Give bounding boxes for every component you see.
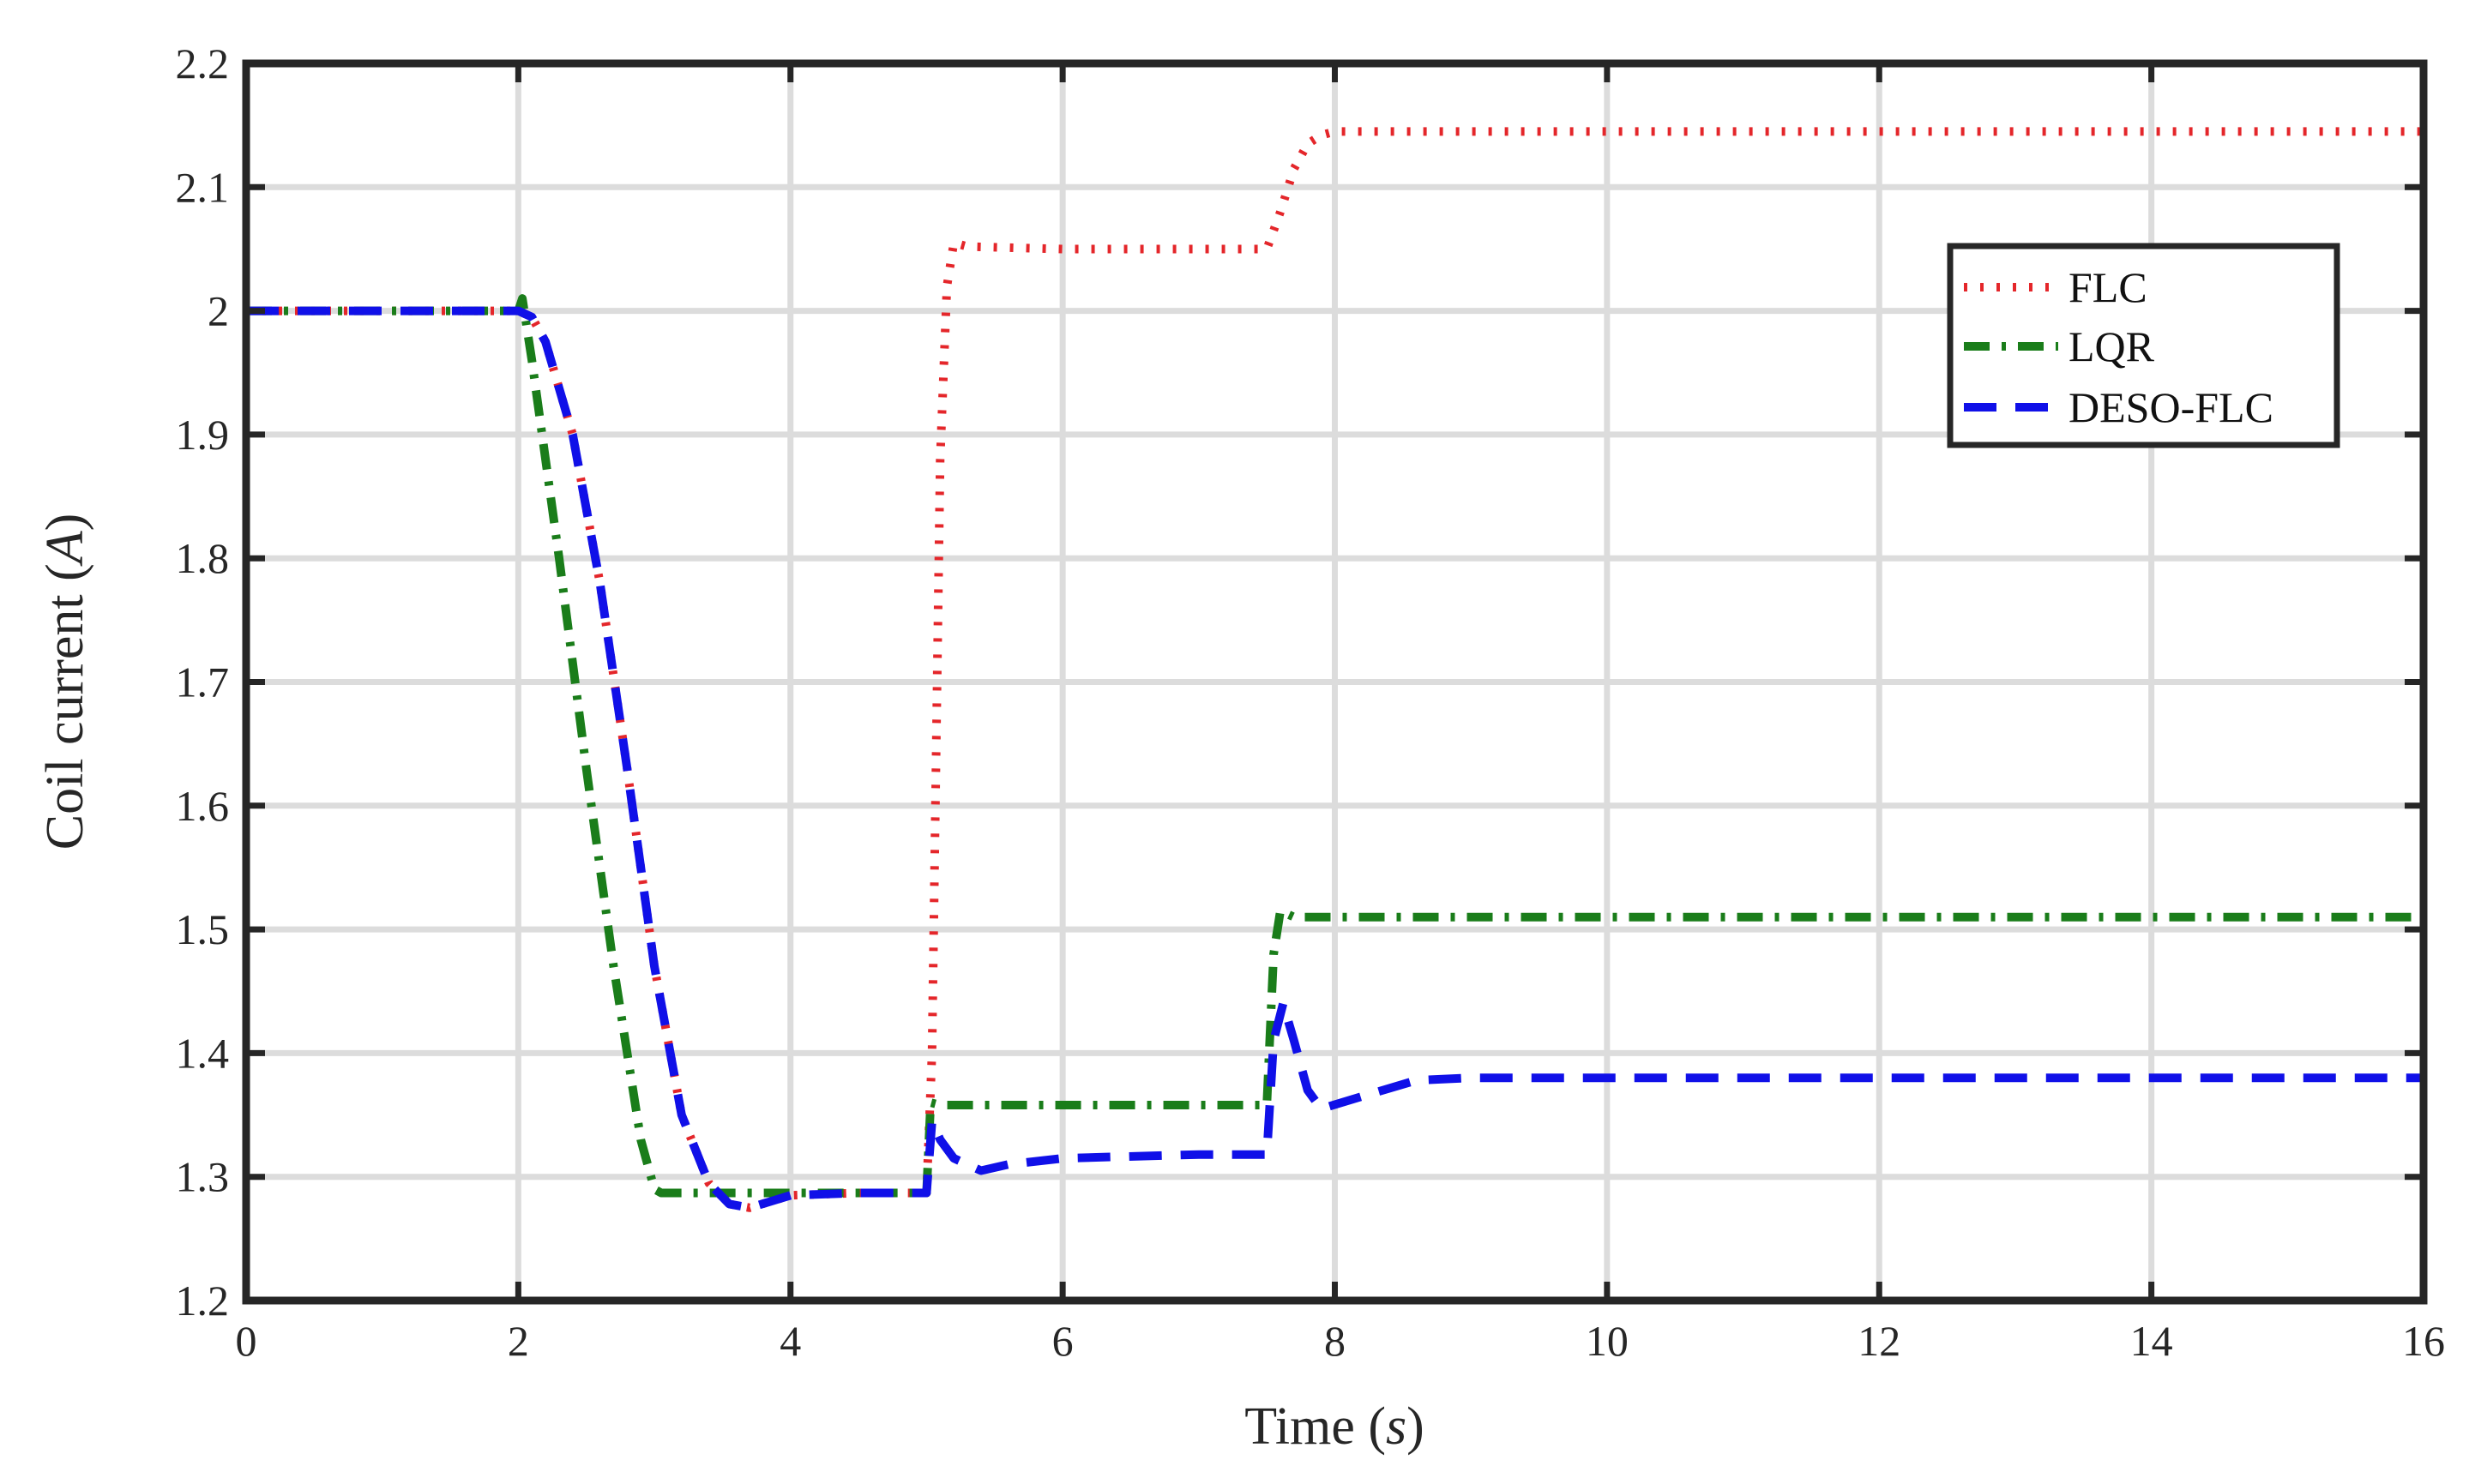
y-tick-label: 1.8: [176, 534, 230, 582]
x-tick-label: 4: [780, 1317, 801, 1365]
y-tick-label: 1.5: [176, 905, 230, 953]
x-tick-label: 14: [2130, 1317, 2173, 1365]
y-tick-label: 1.9: [176, 411, 230, 459]
x-tick-label: 0: [236, 1317, 257, 1365]
y-tick-label: 1.7: [176, 658, 230, 706]
y-tick-label: 2.1: [176, 163, 230, 211]
x-axis-unit: s: [1386, 1397, 1406, 1456]
x-tick-label: 16: [2402, 1317, 2445, 1365]
tick-labels: 0 2 4 6 8 10 12 14 16 1.2 1.3 1.4 1.5 1.6 1.7 1.8 1.9 2 2.…: [176, 39, 2446, 1365]
series-line-deso-flc: [246, 306, 2424, 1212]
tick-marks: [243, 60, 2427, 1304]
legend-label-deso-flc: DESO-FLC: [2069, 383, 2273, 431]
y-axis-unit: A: [36, 530, 94, 567]
legend: FLC LQR DESO-FLC: [1947, 243, 2340, 448]
y-tick-label: 1.4: [176, 1029, 230, 1077]
x-tick-label: 6: [1052, 1317, 1074, 1365]
series-layer: [246, 127, 2424, 1212]
y-tick-label: 1.3: [176, 1153, 230, 1201]
x-tick-label: 2: [508, 1317, 529, 1365]
x-axis-label: Time (s): [1244, 1397, 1424, 1456]
legend-label-flc: FLC: [2069, 263, 2147, 311]
x-tick-label: 10: [1586, 1317, 1629, 1365]
legend-label-lqr: LQR: [2069, 322, 2155, 370]
x-tick-label: 12: [1858, 1317, 1900, 1365]
x-tick-label: 8: [1324, 1317, 1346, 1365]
y-tick-label: 1.2: [176, 1277, 230, 1325]
grid-lines: [246, 63, 2424, 1301]
y-tick-label: 1.6: [176, 782, 230, 830]
y-tick-label: 2.2: [176, 39, 230, 87]
y-tick-label: 2: [208, 287, 229, 335]
legend-box: [1947, 243, 2340, 448]
y-axis-label: Coil current (A): [36, 514, 94, 850]
